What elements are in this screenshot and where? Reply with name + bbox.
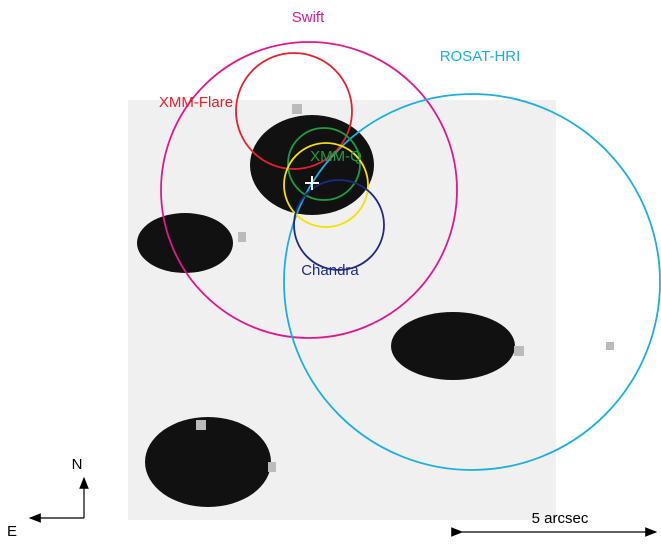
pixel [268, 462, 276, 472]
rosat-circle [283, 93, 661, 471]
north-label: N [72, 456, 83, 473]
yellow-circle [283, 142, 369, 228]
chandra-label: Chandra [301, 262, 359, 279]
pixel [196, 420, 206, 430]
xmm-q-label: XMM-Q [310, 148, 362, 165]
blob-edges [196, 104, 614, 472]
source-blob [250, 115, 374, 215]
xmm-flare-label: XMM-Flare [159, 94, 233, 111]
chandra-circle [293, 179, 385, 271]
sources [137, 115, 515, 507]
east-label: E [7, 523, 17, 540]
source-blob [391, 312, 515, 380]
scale-label: 5 arcsec [532, 510, 589, 527]
swift-label: Swift [292, 9, 325, 26]
swift-circle [160, 41, 458, 339]
pixel [514, 346, 524, 356]
xmm-flare-circle [235, 52, 353, 170]
source-blob [137, 213, 233, 273]
rosat-label: ROSAT-HRI [440, 48, 521, 65]
source-blob [145, 417, 271, 507]
pixel [238, 232, 246, 242]
compass [28, 476, 89, 523]
xmm-q-circle [287, 127, 361, 201]
error-circles [160, 41, 661, 471]
pixel [292, 104, 302, 114]
pixel [606, 342, 614, 350]
position-cross [305, 176, 319, 190]
